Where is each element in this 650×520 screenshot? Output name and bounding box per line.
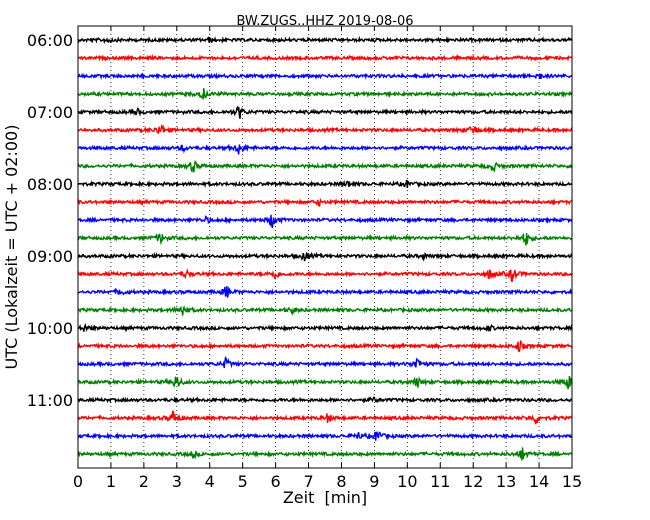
trace-0645 bbox=[77, 88, 573, 100]
y-tick-label-5: 11:00 bbox=[27, 391, 73, 410]
x-tick-label-12: 12 bbox=[463, 472, 483, 491]
y-tick-label-2: 08:00 bbox=[27, 175, 73, 194]
trace-0700 bbox=[77, 105, 573, 119]
trace-0815 bbox=[77, 197, 573, 208]
chart-title: BW.ZUGS..HHZ 2019-08-06 bbox=[236, 14, 413, 29]
trace-0715 bbox=[77, 123, 573, 135]
x-tick-label-9: 9 bbox=[369, 472, 379, 491]
trace-0930 bbox=[77, 286, 573, 298]
trace-1130 bbox=[77, 431, 573, 441]
x-tick-label-13: 13 bbox=[496, 472, 516, 491]
trace-0745 bbox=[77, 159, 573, 173]
trace-1145 bbox=[77, 447, 573, 461]
x-tick-label-7: 7 bbox=[303, 472, 313, 491]
plot-frame bbox=[77, 25, 573, 469]
y-tick-label-0: 06:00 bbox=[27, 31, 73, 50]
y-axis-title: UTC (Lokalzeit = UTC + 02:00) bbox=[2, 125, 21, 370]
x-tick-label-15: 15 bbox=[562, 472, 582, 491]
trace-0730 bbox=[78, 143, 573, 155]
x-tick-label-8: 8 bbox=[336, 472, 346, 491]
vertical-grid bbox=[110, 26, 540, 468]
trace-1100 bbox=[77, 396, 572, 404]
trace-0615 bbox=[77, 53, 573, 62]
trace-0900 bbox=[77, 251, 573, 263]
x-tick-label-4: 4 bbox=[205, 472, 215, 491]
ticks bbox=[77, 26, 573, 468]
trace-1045 bbox=[77, 376, 573, 390]
x-tick-label-11: 11 bbox=[430, 472, 450, 491]
trace-1015 bbox=[77, 340, 573, 353]
trace-0630 bbox=[77, 71, 573, 81]
trace-1115 bbox=[78, 410, 573, 425]
x-tick-label-14: 14 bbox=[529, 472, 549, 491]
trace-0800 bbox=[77, 179, 573, 189]
y-tick-label-3: 09:00 bbox=[27, 247, 73, 266]
x-tick-label-10: 10 bbox=[397, 472, 417, 491]
trace-0600 bbox=[77, 35, 573, 45]
x-tick-label-3: 3 bbox=[172, 472, 182, 491]
x-tick-label-0: 0 bbox=[73, 472, 83, 491]
x-axis-title: Zeit [min] bbox=[283, 488, 367, 507]
x-tick-labels: 0 1 2 3 4 5 6 7 8 9 10 11 12 13 14 15 bbox=[73, 472, 582, 491]
traces bbox=[77, 35, 573, 461]
trace-0945 bbox=[77, 305, 573, 316]
trace-1030 bbox=[77, 356, 573, 369]
trace-0915 bbox=[77, 267, 573, 283]
y-tick-labels: 06:00 07:00 08:00 09:00 10:00 11:00 bbox=[27, 31, 73, 410]
y-tick-label-1: 07:00 bbox=[27, 103, 73, 122]
y-tick-label-4: 10:00 bbox=[27, 319, 73, 338]
trace-0845 bbox=[77, 232, 573, 246]
trace-1000 bbox=[77, 322, 573, 333]
x-tick-label-2: 2 bbox=[139, 472, 149, 491]
x-tick-label-6: 6 bbox=[271, 472, 281, 491]
x-tick-label-1: 1 bbox=[106, 472, 116, 491]
trace-0830 bbox=[77, 214, 573, 229]
x-tick-label-5: 5 bbox=[238, 472, 248, 491]
